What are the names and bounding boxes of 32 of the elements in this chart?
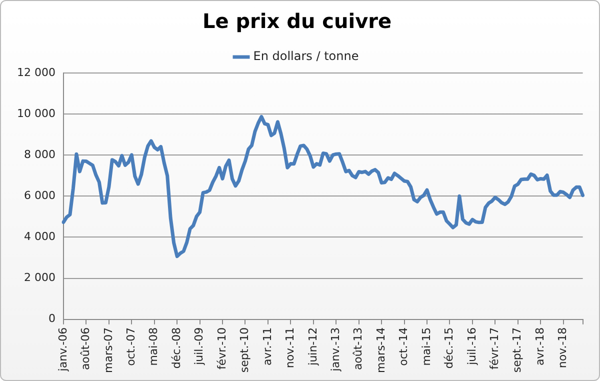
x-tick-label: nov.-18 [556,327,570,368]
x-tick-label: août-13 [352,327,365,370]
y-tick-label: 6 000 [24,189,56,202]
x-tick-label: août-06 [79,327,92,370]
x-tick-label: janv.-13 [328,327,342,372]
x-tick-label: févr.-10 [215,327,228,370]
x-tick-label: mai-15 [420,327,433,366]
x-tick-label: avr.-18 [533,327,546,366]
y-tick-label: 4 000 [24,230,56,244]
y-tick-label: 0 [48,312,56,326]
x-tick-label: juil.-09 [192,327,206,366]
x-tick-label: sept.-17 [510,327,524,373]
y-tick-label: 10 000 [16,106,56,120]
chart-title: Le prix du cuivre [202,9,392,34]
x-tick-label: déc.-08 [170,327,183,369]
x-tick-label: mai-08 [147,327,160,366]
x-tick-label: déc.-15 [442,327,456,369]
x-tick-label: févr.-17 [488,327,502,370]
x-tick-label: oct.-07 [124,327,138,366]
x-tick-label: juil.-16 [465,327,478,366]
x-tick-label: sept.-10 [238,327,252,373]
x-tick-label: mars-07 [102,327,115,374]
x-tick-label: oct.-14 [397,327,410,366]
legend-label: En dollars / tonne [253,49,359,64]
x-tick-label: nov.-11 [284,327,297,368]
y-tick-label: 12 000 [16,66,56,79]
y-tick-label: 2 000 [24,271,56,284]
x-tick-label: janv.-06 [56,327,70,372]
x-tick-label: avr.-11 [260,327,274,366]
x-tick-label: mars-14 [374,327,388,374]
x-tick-label: juin-12 [306,327,320,366]
y-tick-label: 8 000 [24,148,56,161]
